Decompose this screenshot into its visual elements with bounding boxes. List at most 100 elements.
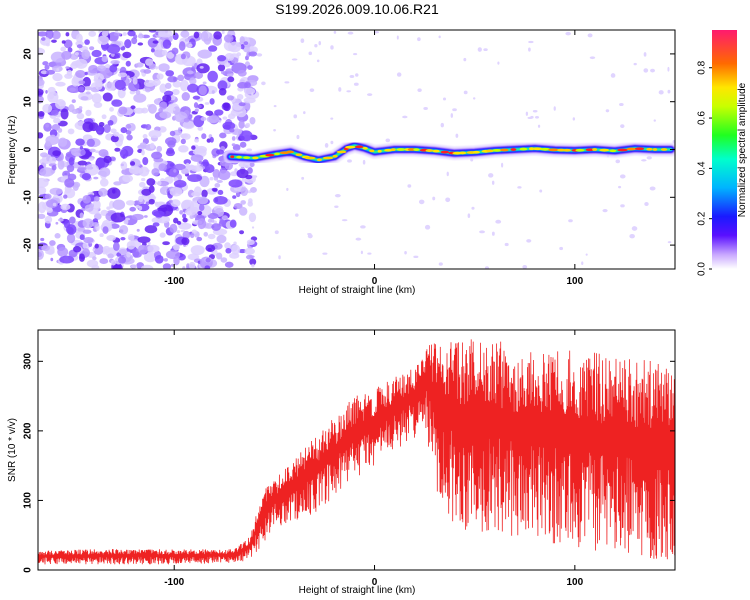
heatmap-noise-blob [232, 195, 237, 199]
heatmap-faint-dot [442, 97, 447, 101]
heatmap-noise-blob [110, 59, 121, 65]
heatmap-noise-blob [141, 149, 145, 156]
heatmap-faint-dot [424, 224, 431, 230]
heatmap-noise-blob [117, 72, 128, 78]
heatmap-noise-blob [93, 195, 100, 202]
heatmap-noise-blob [183, 199, 191, 208]
heatmap-noise-blob [169, 168, 179, 178]
heatmap-noise-blob [38, 249, 44, 260]
heatmap-noise-blob [95, 125, 104, 134]
spectrogram-y-axis: -20 -10 0 10 20 [23, 48, 675, 252]
heatmap-noise-blob [236, 168, 249, 179]
heatmap-noise-blob [204, 102, 210, 105]
heatmap-faint-dot [273, 128, 276, 132]
heatmap-noise-blob [130, 264, 138, 269]
heatmap-noise-blob [207, 233, 216, 240]
heatmap-noise-blob [92, 248, 96, 252]
heatmap-noise-blob [109, 64, 118, 73]
heatmap-noise-blob [207, 212, 219, 220]
heatmap-faint-dot [309, 88, 315, 92]
heatmap-noise-blob [50, 109, 59, 116]
heatmap-noise-blob [95, 80, 103, 91]
heatmap-noise-blob [42, 103, 53, 113]
heatmap-noise-blob [205, 244, 216, 253]
heatmap-noise-blob [114, 79, 126, 91]
spectrogram-ytick-label: 0 [23, 146, 34, 152]
heatmap-noise-blob [187, 174, 203, 182]
heatmap-noise-blob [98, 149, 109, 157]
heatmap-noise-blob [184, 38, 190, 42]
heatmap-noise-blob [143, 215, 148, 218]
spectrogram-ytick-label: 20 [23, 48, 34, 60]
heatmap-hot-spot [519, 147, 528, 151]
heatmap-noise-blob [130, 105, 136, 110]
heatmap-noise-blob [132, 247, 140, 258]
heatmap-faint-dot [355, 73, 359, 77]
colorbar-ticks: 0.0 0.2 0.4 0.6 0.8 [697, 60, 712, 276]
heatmap-noise-blob [57, 127, 63, 133]
heatmap-noise-blob [159, 232, 166, 238]
heatmap-noise-blob [115, 30, 119, 33]
heatmap-noise-blob [82, 241, 91, 250]
heatmap-noise-blob [76, 44, 83, 49]
spectrogram-ytick-label: 10 [23, 96, 34, 108]
heatmap-noise-blob [229, 219, 237, 228]
heatmap-faint-dot [467, 213, 471, 219]
heatmap-noise-blob [53, 117, 61, 124]
heatmap-noise-blob [110, 221, 116, 225]
heatmap-noise-blob [106, 206, 111, 210]
heatmap-faint-dot [261, 81, 266, 86]
heatmap-noise-blob [227, 76, 235, 83]
heatmap-noise-blob [80, 149, 86, 156]
heatmap-noise-blob [152, 222, 160, 227]
heatmap-noise-blob [188, 261, 196, 269]
heatmap-noise-blob [103, 155, 112, 164]
heatmap-hot-spot [458, 151, 467, 155]
heatmap-noise-blob [196, 104, 202, 109]
heatmap-noise-blob [118, 256, 127, 264]
heatmap-noise-blob [143, 251, 157, 263]
heatmap-faint-dot [296, 134, 300, 140]
heatmap-noise-blob [151, 151, 163, 160]
heatmap-noise-blob [49, 240, 56, 246]
heatmap-faint-dot [402, 115, 408, 119]
heatmap-noise-blob [60, 46, 66, 52]
heatmap-noise-blob [185, 208, 197, 216]
heatmap-noise-blob [57, 247, 69, 257]
heatmap-noise-blob [237, 69, 247, 77]
heatmap-faint-dot [463, 90, 468, 95]
heatmap-faint-dot [438, 262, 443, 266]
heatmap-noise-blob [180, 138, 186, 145]
heatmap-noise-blob [200, 31, 209, 42]
snr-xtick-label: -100 [164, 577, 184, 588]
heatmap-noise-blob [45, 123, 50, 128]
heatmap-noise-blob [45, 135, 60, 146]
heatmap-faint-dot [602, 209, 608, 213]
heatmap-faint-dot [316, 59, 320, 63]
heatmap-noise-blob [120, 236, 126, 241]
heatmap-faint-dot [407, 184, 412, 188]
heatmap-noise-blob [94, 150, 100, 154]
heatmap-noise-blob [177, 74, 185, 82]
heatmap-noise-blob [251, 263, 255, 268]
heatmap-faint-dot [477, 47, 482, 52]
heatmap-noise-blob [91, 93, 102, 104]
heatmap-noise-blob [249, 258, 257, 266]
heatmap-noise-blob [204, 222, 214, 229]
heatmap-noise-blob [78, 106, 83, 110]
heatmap-noise-blob [172, 32, 179, 41]
heatmap-noise-blob [92, 256, 97, 261]
heatmap-noise-blob [147, 244, 160, 253]
heatmap-faint-dot [301, 176, 305, 180]
heatmap-noise-blob [86, 259, 99, 268]
heatmap-hot-spot [646, 147, 653, 151]
heatmap-faint-dot [615, 159, 621, 164]
heatmap-faint-dot [649, 186, 656, 191]
heatmap-noise-blob [169, 163, 175, 167]
heatmap-faint-dot [463, 57, 467, 62]
heatmap-noise-blob [61, 50, 72, 60]
heatmap-noise-blob [186, 70, 194, 75]
heatmap-noise-blob [156, 145, 163, 152]
heatmap-noise-blob [127, 233, 135, 241]
snr-xtick-label: 100 [566, 577, 583, 588]
